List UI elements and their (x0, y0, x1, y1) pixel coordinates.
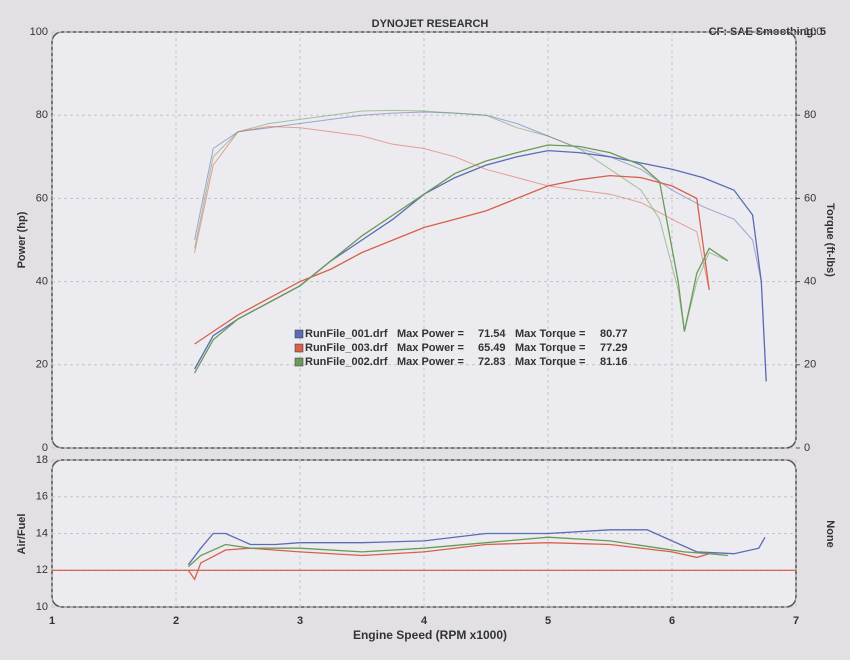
y-tick-label: 10 (36, 601, 48, 613)
legend-value: 81.16 (600, 356, 628, 368)
torque-line (194, 111, 767, 382)
x-tick-label: 5 (545, 615, 551, 627)
legend-swatch (294, 329, 304, 339)
torque-line (194, 109, 729, 332)
legend-label: Max Torque = (515, 342, 585, 354)
legend-value: 72.83 (478, 356, 506, 368)
y2-tick-label: 80 (804, 109, 816, 121)
y-tick-label: 20 (36, 359, 48, 371)
power-line (194, 144, 729, 374)
y2-axis-title: Torque (ft-lbs) (824, 203, 836, 277)
x-tick-label: 6 (669, 615, 675, 627)
legend-label: RunFile_003.drf (305, 342, 388, 354)
legend-label: Max Power = (397, 356, 464, 368)
y-tick-label: 16 (36, 491, 48, 503)
legend-value: 80.77 (600, 328, 628, 340)
x-tick-label: 7 (793, 615, 799, 627)
y-axis-title: Air/Fuel (16, 514, 28, 555)
y-tick-label: 0 (42, 442, 48, 454)
y-tick-label: 100 (30, 26, 48, 38)
y-axis-title: Power (hp) (16, 211, 28, 268)
y-tick-label: 40 (36, 276, 48, 288)
x-axis-title: Engine Speed (RPM x1000) (353, 628, 507, 642)
x-tick-label: 2 (173, 615, 179, 627)
legend-label: Max Torque = (515, 356, 585, 368)
x-tick-label: 4 (421, 615, 428, 627)
legend-value: 71.54 (478, 328, 506, 340)
legend-label: Max Power = (397, 342, 464, 354)
afr-line (187, 536, 728, 568)
chart-title: DYNOJET RESEARCH (372, 18, 489, 30)
y2-tick-label: 0 (804, 442, 810, 454)
legend-swatch (294, 343, 304, 353)
y2-axis-title: None (824, 520, 836, 548)
afr-line (187, 542, 710, 581)
legend-value: 65.49 (478, 342, 506, 354)
torque-line (194, 125, 710, 291)
y-tick-label: 80 (36, 109, 48, 121)
y2-tick-label: 100 (804, 26, 822, 38)
y-tick-label: 14 (36, 527, 48, 539)
y-tick-label: 18 (36, 454, 48, 466)
y2-tick-label: 40 (804, 276, 816, 288)
legend-label: RunFile_001.drf (305, 328, 388, 340)
afr-line (187, 529, 766, 566)
x-tick-label: 1 (49, 615, 55, 627)
x-tick-label: 3 (297, 615, 303, 627)
legend-label: Max Torque = (515, 328, 585, 340)
legend-value: 77.29 (600, 342, 628, 354)
y-tick-label: 12 (36, 564, 48, 576)
y-tick-label: 60 (36, 192, 48, 204)
legend-swatch (294, 357, 304, 367)
power-line (194, 174, 710, 345)
legend-label: Max Power = (397, 328, 464, 340)
legend-label: RunFile_002.drf (305, 356, 388, 368)
y2-tick-label: 60 (804, 192, 816, 204)
y2-tick-label: 20 (804, 359, 816, 371)
